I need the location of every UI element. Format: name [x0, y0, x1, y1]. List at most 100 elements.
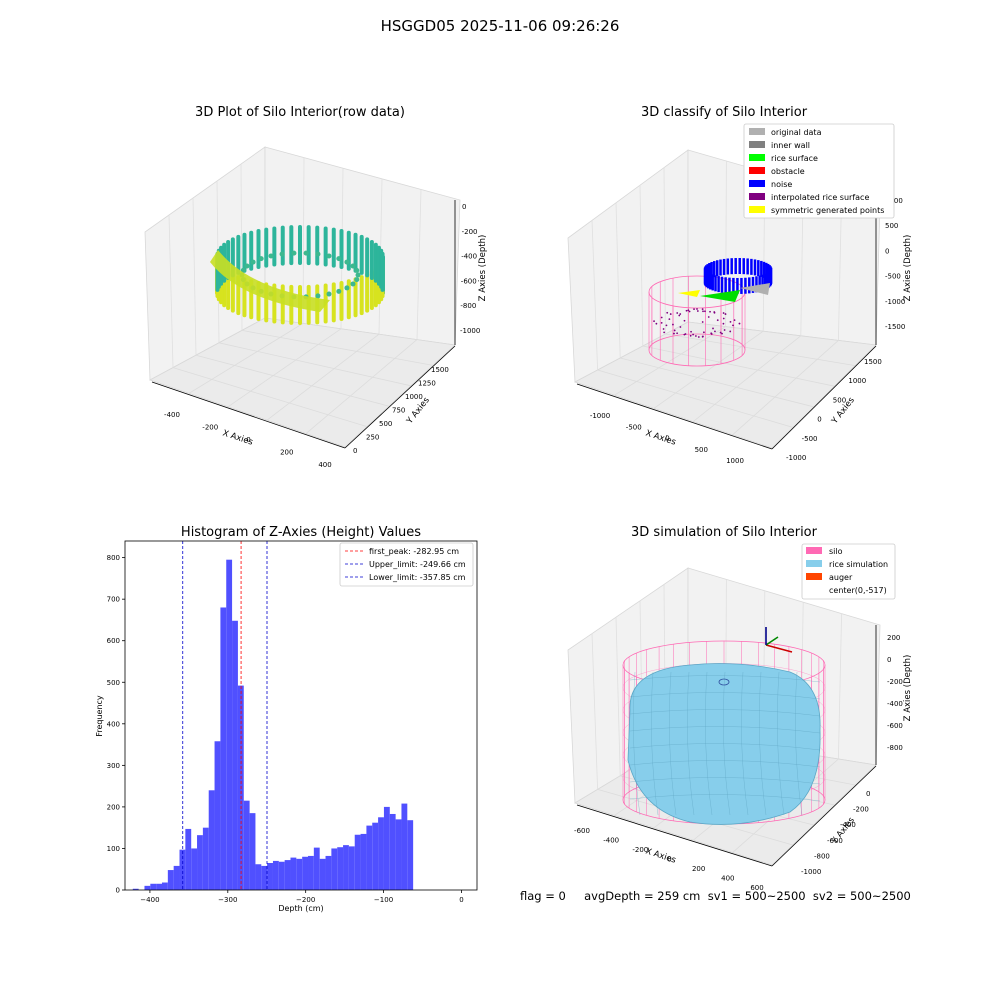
panel-raw-3d: 3D Plot of Silo Interior(row data) -400 -2… — [144, 105, 488, 469]
interpolated-point — [679, 313, 682, 315]
histogram-bar — [173, 865, 180, 890]
status-line: flag = 0 avgDepth = 259 cm sv1 = 500~250… — [520, 889, 911, 903]
interpolated-point — [663, 331, 666, 334]
y-tick-label: -1000 — [801, 868, 821, 876]
interpolated-point — [719, 331, 722, 334]
interpolated-point — [669, 313, 672, 315]
histogram-bar — [337, 847, 344, 890]
grid-line — [642, 345, 835, 387]
legend-label: silo — [829, 547, 843, 556]
interior-point — [279, 251, 285, 257]
interior-point — [336, 256, 342, 262]
y-axis-line — [344, 345, 456, 449]
interpolated-point — [688, 310, 691, 313]
interpolated-point — [690, 330, 692, 333]
mesh-line — [629, 692, 821, 700]
z-tick-label: -400 — [461, 253, 477, 261]
grid-line — [172, 367, 368, 427]
legend-box — [801, 543, 896, 600]
histogram-bar — [220, 607, 227, 890]
legend-box — [339, 542, 474, 587]
mesh-line — [629, 743, 821, 751]
y-tick-label: 600 — [107, 637, 120, 645]
grid-line — [614, 326, 726, 396]
interior-point — [303, 250, 309, 256]
mesh-line — [633, 671, 641, 816]
y-tick-label: 300 — [107, 762, 120, 770]
y-tick-label: -200 — [853, 806, 869, 814]
interpolated-point — [710, 333, 713, 335]
legend-label: first_peak: -282.95 cm — [369, 547, 459, 556]
y-tick-label: -1000 — [786, 454, 806, 462]
grid-line — [615, 617, 621, 776]
interior-point — [350, 281, 356, 287]
z-tick-label: 200 — [887, 634, 900, 642]
histogram-bar — [343, 845, 349, 890]
z-tick-label: -800 — [887, 744, 903, 752]
interpolated-point — [716, 319, 719, 322]
interior-point — [355, 272, 361, 278]
x-tick-label: 200 — [280, 449, 293, 457]
interpolated-point — [729, 330, 732, 333]
interpolated-point — [722, 312, 725, 314]
interpolated-point — [673, 329, 676, 332]
histogram-bar — [325, 855, 332, 890]
interpolated-point — [660, 316, 663, 319]
grid-line — [241, 330, 434, 366]
histogram-bar — [395, 819, 402, 890]
figure-title: HSGGD05 2025-11-06 09:26:26 — [380, 17, 620, 35]
grid-line — [732, 340, 839, 436]
mesh-line — [705, 671, 713, 816]
histogram-bar — [331, 848, 338, 890]
histogram-bar — [161, 882, 168, 890]
interior-point — [354, 277, 360, 283]
interpolated-point — [733, 319, 736, 321]
interpolated-point — [702, 310, 704, 313]
legend-swatch — [749, 180, 765, 187]
histogram-bar — [278, 861, 285, 890]
histogram-bar — [319, 858, 326, 890]
histogram-bar — [267, 862, 273, 890]
interpolated-point — [723, 329, 726, 331]
grid-line — [597, 369, 793, 428]
interpolated-point — [721, 332, 723, 335]
mesh-line — [629, 675, 821, 683]
histogram-bar — [249, 813, 256, 890]
center-marker — [718, 678, 730, 686]
x-tick-label: −200 — [296, 896, 315, 904]
histogram-bar — [348, 846, 355, 890]
z-tick-label: -800 — [460, 302, 476, 310]
auger-y — [765, 636, 779, 646]
y-tick-label: 0 — [353, 447, 357, 455]
z-tick-label: -200 — [887, 678, 903, 686]
histogram-bar — [313, 847, 320, 890]
y-tick-label: 0 — [866, 790, 870, 798]
x-tick-label: −300 — [218, 896, 237, 904]
x-tick-label: 0 — [665, 435, 669, 443]
grid-line — [416, 189, 422, 340]
histogram-bar — [179, 849, 186, 890]
y-tick-label: 1500 — [864, 358, 882, 366]
x-tick-label: -1000 — [590, 412, 610, 420]
histogram-bar — [156, 883, 162, 890]
histogram-bar — [144, 885, 151, 890]
histogram-bar — [261, 865, 268, 890]
x-axis-line — [576, 804, 773, 867]
mesh-line — [629, 760, 821, 768]
interior-point — [244, 263, 250, 269]
grid-line — [665, 333, 856, 366]
y-axis-label: Frequency — [95, 695, 104, 737]
histogram-bar — [202, 827, 209, 890]
histogram-bar — [401, 803, 408, 890]
histogram-bar — [255, 864, 262, 890]
interpolated-point — [668, 318, 671, 320]
interpolated-point — [701, 321, 704, 323]
legend-label: rice simulation — [829, 560, 888, 569]
histogram-bar — [167, 870, 174, 890]
interpolated-point — [722, 317, 725, 320]
z-tick-label: -1000 — [460, 327, 480, 335]
interior-point — [258, 256, 264, 262]
x-tick-label: -600 — [574, 827, 590, 835]
grid-line — [218, 342, 412, 387]
interior-point — [326, 253, 332, 259]
